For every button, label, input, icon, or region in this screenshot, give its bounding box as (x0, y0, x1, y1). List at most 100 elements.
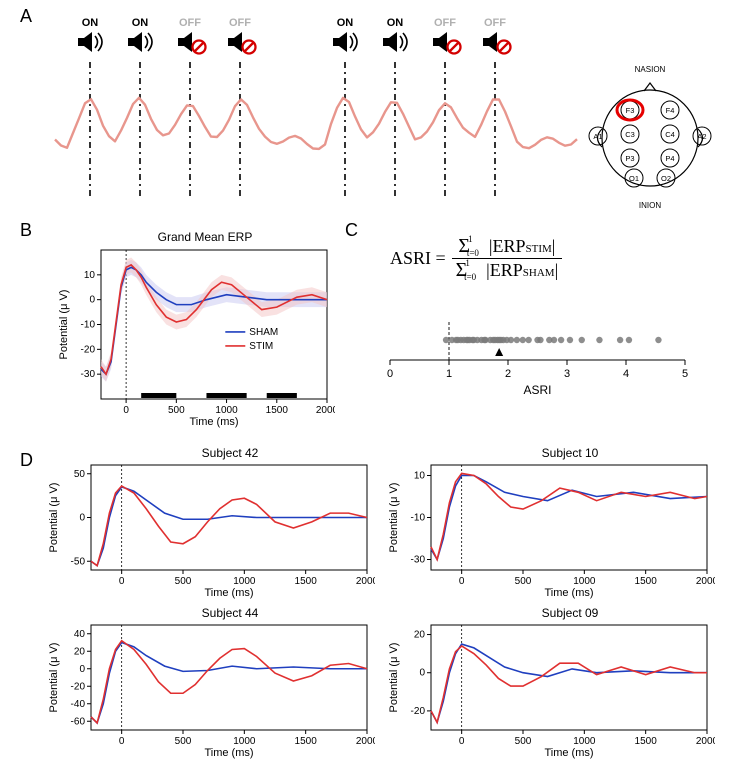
svg-text:1000: 1000 (233, 576, 256, 587)
svg-text:2000: 2000 (316, 405, 335, 416)
svg-text:-20: -20 (71, 681, 86, 692)
erp-num-end: | (552, 236, 556, 257)
panel-a-svg: ONONOFFOFFONONOFFOFF (50, 8, 590, 208)
svg-text:40: 40 (74, 629, 86, 640)
svg-text:3: 3 (564, 368, 570, 380)
svg-text:1000: 1000 (573, 576, 596, 587)
svg-text:Time (ms): Time (ms) (544, 747, 593, 759)
panel-a-label: A (20, 6, 32, 27)
svg-text:-50: -50 (71, 556, 86, 567)
svg-text:Subject 09: Subject 09 (542, 606, 599, 620)
svg-text:1500: 1500 (295, 736, 318, 747)
svg-text:C4: C4 (665, 130, 675, 139)
svg-text:0: 0 (79, 513, 85, 524)
panel-d-svg: Subject 420500100015002000-50050Time (ms… (45, 445, 715, 760)
svg-text:P3: P3 (625, 154, 634, 163)
svg-text:Potential (μ V): Potential (μ V) (388, 643, 400, 713)
svg-text:Time (ms): Time (ms) (204, 747, 253, 759)
svg-text:0: 0 (123, 405, 129, 416)
panel-a: ONONOFFOFFONONOFFOFF (50, 8, 590, 208)
svg-text:50: 50 (74, 469, 86, 480)
svg-text:0: 0 (119, 576, 125, 587)
svg-text:Subject 42: Subject 42 (202, 446, 259, 460)
svg-text:1500: 1500 (266, 405, 289, 416)
panel-c-label: C (345, 220, 358, 241)
sigma-num-sup: 1 (468, 234, 473, 244)
panel-b-svg: 0500100015002000-30-20-10010Time (ms)Pot… (55, 244, 335, 429)
svg-text:F3: F3 (626, 106, 635, 115)
panel-b-label: B (20, 220, 32, 241)
svg-text:OFF: OFF (434, 17, 456, 29)
svg-text:500: 500 (168, 405, 185, 416)
svg-text:4: 4 (623, 368, 629, 380)
svg-text:2000: 2000 (356, 576, 379, 587)
svg-text:A1: A1 (593, 132, 602, 141)
svg-text:5: 5 (682, 368, 688, 380)
svg-text:0: 0 (119, 736, 125, 747)
svg-text:1000: 1000 (573, 736, 596, 747)
svg-text:-10: -10 (81, 320, 96, 331)
erp-num-sub: STIM (526, 243, 552, 255)
svg-text:Time (ms): Time (ms) (544, 587, 593, 599)
svg-text:SHAM: SHAM (249, 327, 278, 338)
sigma-num-sub: t=0 (467, 248, 479, 258)
svg-text:ON: ON (82, 17, 99, 29)
panel-d-label: D (20, 450, 33, 471)
erp-den-end: | (555, 260, 559, 281)
panel-c: ASRI = Σ 1 t=0 |ERP STIM | Σ 1 t=0 |ERP (370, 235, 700, 435)
svg-text:1500: 1500 (635, 736, 658, 747)
sigma-den-sup: 1 (465, 258, 470, 268)
svg-text:O2: O2 (661, 174, 671, 183)
svg-text:ON: ON (337, 17, 354, 29)
svg-text:2000: 2000 (696, 576, 715, 587)
svg-text:0: 0 (419, 668, 425, 679)
formula-denominator: Σ 1 t=0 |ERP SHAM | (452, 259, 563, 282)
svg-text:1500: 1500 (295, 576, 318, 587)
svg-text:1500: 1500 (635, 576, 658, 587)
panel-c-svg: 012345ASRI (370, 290, 700, 410)
svg-text:20: 20 (414, 630, 426, 641)
svg-text:A2: A2 (697, 132, 706, 141)
erp-num: |ERP (489, 236, 526, 257)
svg-text:-20: -20 (411, 706, 426, 717)
panel-b-title: Grand Mean ERP (75, 230, 335, 244)
svg-text:OFF: OFF (229, 17, 251, 29)
svg-text:P4: P4 (665, 154, 674, 163)
svg-text:C3: C3 (625, 130, 635, 139)
svg-text:500: 500 (515, 736, 532, 747)
svg-text:Potential (μ V): Potential (μ V) (58, 290, 70, 360)
formula-lhs: ASRI = (390, 248, 446, 269)
svg-text:500: 500 (175, 736, 192, 747)
svg-text:1000: 1000 (215, 405, 238, 416)
svg-text:500: 500 (175, 576, 192, 587)
svg-text:10: 10 (414, 471, 426, 482)
svg-text:0: 0 (459, 576, 465, 587)
svg-text:Time (ms): Time (ms) (204, 587, 253, 599)
sigma-den-sub: t=0 (464, 272, 476, 282)
formula-numerator: Σ 1 t=0 |ERP STIM | (454, 235, 559, 258)
svg-text:STIM: STIM (249, 341, 273, 352)
svg-text:2000: 2000 (356, 736, 379, 747)
svg-text:ON: ON (387, 17, 404, 29)
svg-text:1000: 1000 (233, 736, 256, 747)
svg-text:20: 20 (74, 646, 86, 657)
svg-text:-20: -20 (81, 344, 96, 355)
svg-text:ASRI: ASRI (523, 383, 551, 397)
svg-text:0: 0 (387, 368, 393, 380)
head-map: NASIONINIONF3F4C3C4P3P4O1O2A1A2 (580, 60, 720, 210)
panel-b: Grand Mean ERP 0500100015002000-30-20-10… (55, 230, 335, 430)
svg-text:2000: 2000 (696, 736, 715, 747)
svg-text:Potential (μ V): Potential (μ V) (48, 643, 60, 713)
erp-den-sub: SHAM (523, 267, 555, 279)
svg-text:0: 0 (459, 736, 465, 747)
svg-text:Potential (μ V): Potential (μ V) (48, 483, 60, 553)
svg-text:-10: -10 (411, 513, 426, 524)
panel-d: Subject 420500100015002000-50050Time (ms… (45, 445, 715, 760)
svg-text:500: 500 (515, 576, 532, 587)
svg-text:10: 10 (84, 270, 96, 281)
asri-formula: ASRI = Σ 1 t=0 |ERP STIM | Σ 1 t=0 |ERP (390, 235, 700, 282)
svg-text:-40: -40 (71, 699, 86, 710)
erp-den: |ERP (486, 260, 523, 281)
svg-text:O1: O1 (629, 174, 639, 183)
svg-text:2: 2 (505, 368, 511, 380)
